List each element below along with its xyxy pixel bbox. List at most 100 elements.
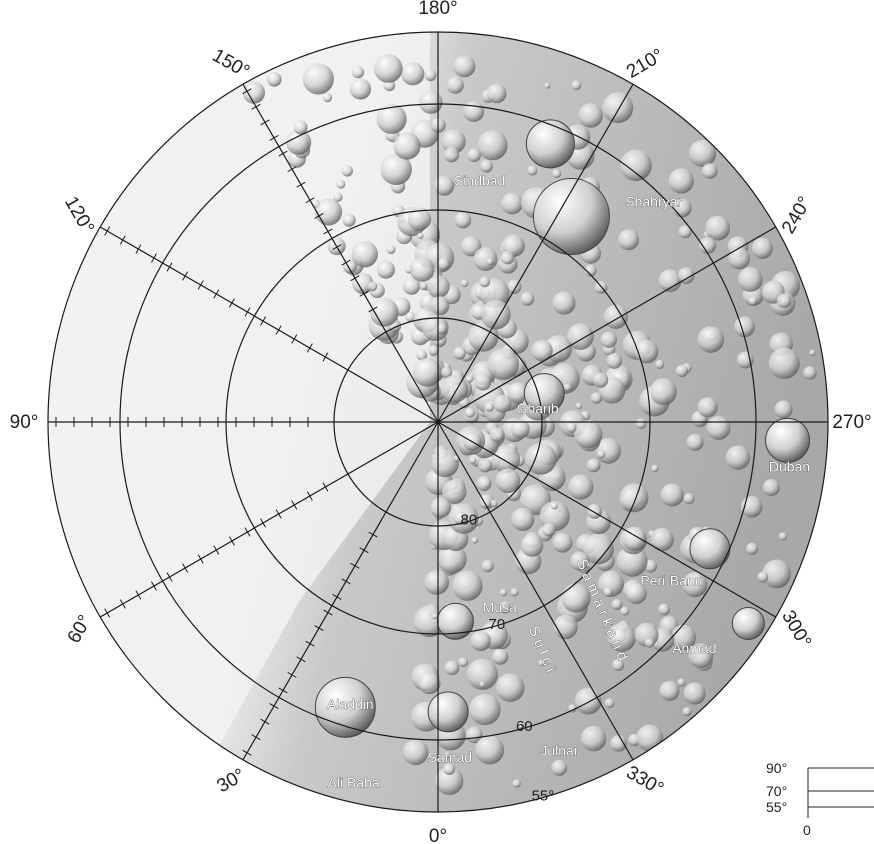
crater-mark — [495, 673, 525, 702]
crater-mark — [563, 383, 572, 392]
crater-mark — [728, 247, 751, 270]
crater-mark — [586, 458, 601, 473]
latitude-tick — [332, 594, 342, 600]
scale-key: 90° 70° 55° 0 — [766, 760, 874, 838]
latitude-tick — [260, 119, 270, 126]
crater-large — [532, 178, 610, 256]
crater-mark — [762, 559, 791, 589]
crater-mark — [431, 449, 459, 478]
crater-mark — [644, 638, 655, 648]
crater-mark — [686, 433, 704, 451]
crater-mark — [578, 103, 603, 128]
crater-mark — [477, 130, 508, 161]
crater-mark — [655, 359, 665, 369]
feature-label: Musa — [483, 599, 517, 615]
crater-mark — [440, 366, 453, 379]
crater-mark — [607, 623, 637, 652]
crater-mark — [584, 264, 597, 277]
latitude-tick — [197, 554, 204, 564]
latitude-tick — [305, 197, 315, 204]
crater-mark — [551, 502, 558, 510]
crater-mark — [682, 707, 692, 717]
crater-mark — [336, 179, 346, 189]
crater-mark — [333, 192, 343, 202]
feature-label: Ali Baba — [328, 774, 380, 790]
scale-label-90: 90° — [766, 760, 787, 776]
crater-mark — [610, 735, 627, 752]
crater-mark — [570, 551, 590, 571]
crater-mark — [352, 272, 374, 294]
feature-label: Shahryar — [625, 193, 682, 209]
latitude-tick — [244, 527, 251, 537]
latitude-tick — [197, 280, 204, 290]
crater-mark — [634, 339, 659, 364]
crater-mark — [675, 364, 689, 378]
crater-mark — [402, 739, 429, 766]
crater-mark — [658, 603, 670, 616]
crater-mark — [460, 236, 482, 257]
latitude-tick — [275, 325, 282, 335]
crater-mark — [590, 392, 603, 404]
crater-mark — [444, 752, 451, 759]
crater-mark — [606, 353, 623, 369]
crater-large — [525, 119, 575, 169]
crater-mark — [453, 55, 476, 78]
latitude-tick — [306, 491, 313, 501]
crater-mark — [418, 672, 441, 695]
crater-large — [765, 417, 811, 463]
crater-mark — [412, 357, 442, 387]
latitude-tick — [228, 536, 235, 546]
meridian-line — [242, 83, 439, 423]
latitude-label: 60 — [516, 718, 533, 735]
crater-mark — [431, 612, 439, 620]
crater-mark — [437, 257, 450, 271]
crater-mark — [776, 293, 792, 309]
latitude-tick — [368, 306, 378, 313]
crater-mark — [538, 659, 545, 667]
feature-label: Sindbad — [454, 173, 505, 189]
crater-mark — [469, 456, 477, 464]
crater-mark — [520, 534, 544, 557]
latitude-tick — [275, 509, 282, 519]
crater-mark — [658, 269, 682, 292]
crater-mark — [367, 281, 378, 292]
crater-mark — [683, 492, 695, 505]
meridian-line — [99, 421, 439, 618]
latitude-tick — [119, 599, 126, 609]
crater-mark — [531, 339, 553, 362]
latitude-tick — [314, 625, 324, 632]
feature-label: Samad — [428, 749, 472, 765]
scale-zero-label: 0 — [803, 822, 811, 838]
crater-large — [731, 607, 765, 641]
crater-mark — [466, 658, 499, 690]
latitude-tick — [314, 212, 324, 219]
latitude-tick — [287, 671, 297, 678]
crater-mark — [452, 570, 483, 601]
crater-mark — [552, 169, 562, 179]
latitude-tick — [287, 166, 297, 173]
crater-mark — [580, 725, 607, 752]
longitude-label: 330° — [622, 762, 667, 800]
crater-mark — [510, 419, 530, 439]
latitude-tick — [104, 608, 111, 618]
latitude-tick — [296, 181, 306, 188]
crater-mark — [668, 168, 694, 194]
crater-mark — [737, 267, 763, 292]
crater-mark — [349, 78, 372, 100]
crater-mark — [734, 316, 756, 338]
crater-mark — [465, 375, 474, 383]
crater-mark — [481, 299, 511, 330]
latitude-tick — [151, 581, 157, 591]
crater-mark — [416, 349, 428, 361]
crater-mark — [479, 681, 486, 688]
latitude-ticks — [55, 88, 378, 756]
crater-mark — [370, 298, 399, 327]
longitude-label: 180° — [418, 0, 457, 19]
crater-mark — [475, 735, 505, 765]
crater-mark — [469, 693, 501, 726]
crater-large — [314, 676, 376, 738]
crater-mark — [453, 511, 468, 525]
crater-mark — [460, 279, 469, 287]
crater-mark — [467, 148, 481, 163]
latitude-tick — [332, 244, 342, 250]
